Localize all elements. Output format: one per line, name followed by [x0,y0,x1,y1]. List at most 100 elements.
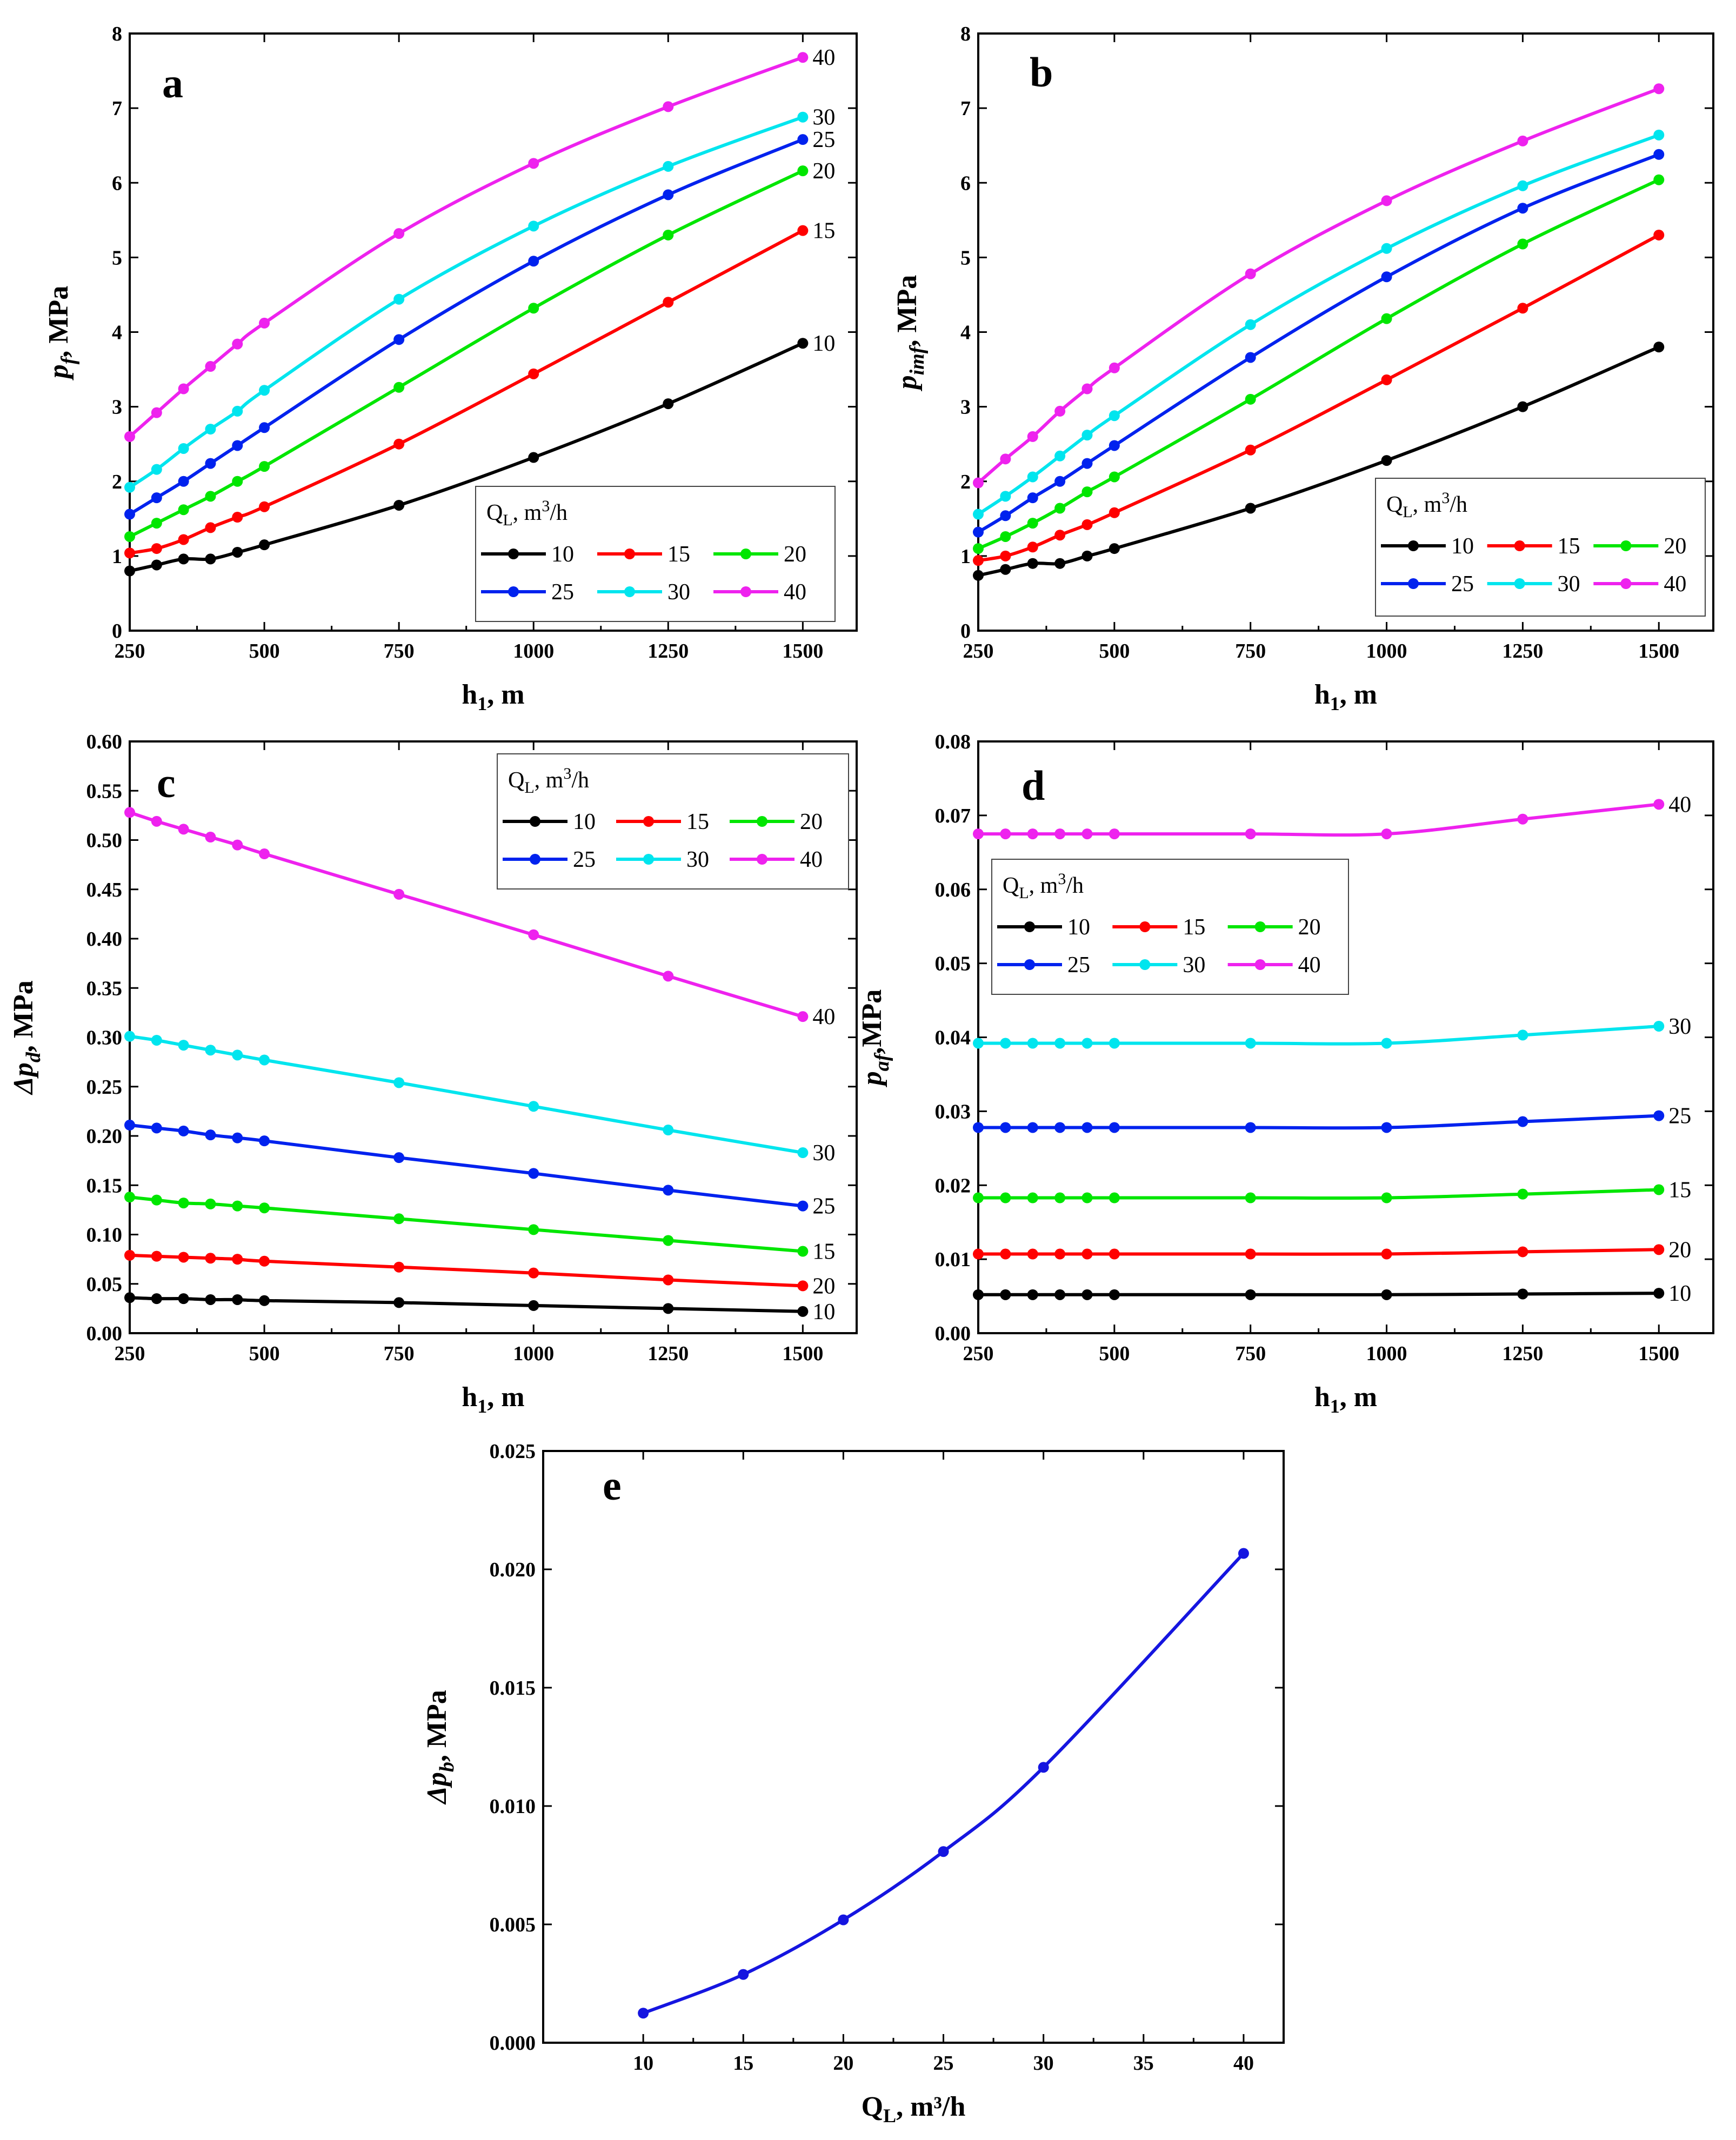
data-point [393,1213,405,1225]
y-tick-label: 0.01 [935,1248,971,1271]
data-point [1653,149,1665,160]
data-point [178,476,189,487]
data-point [638,2008,649,2019]
data-point [797,165,809,177]
series-end-label: 30 [1668,1014,1691,1039]
data-point [1245,444,1256,456]
data-point [1245,393,1256,405]
data-point [232,405,243,417]
data-point [1245,1192,1256,1203]
x-tick-label: 10 [633,2052,653,2075]
data-point [663,1185,674,1196]
series-end-label: 40 [812,45,835,70]
data-point [259,539,270,551]
y-axis-label: Δpb, MPa [422,1690,458,1804]
data-point [1054,828,1066,840]
data-point [259,385,270,396]
data-point [1000,510,1011,521]
legend-label: 25 [573,847,596,872]
data-point [393,1077,405,1088]
legend-label: 15 [1558,534,1580,559]
data-point [205,491,216,502]
legend-marker [757,816,767,827]
data-point [528,158,539,169]
x-tick-label: 750 [1235,640,1266,663]
data-point [1245,268,1256,279]
data-point [232,440,243,451]
data-point [1000,453,1011,465]
legend-marker [757,854,767,865]
data-point [1109,1248,1120,1260]
y-tick-label: 5 [960,246,971,269]
data-point [797,1306,809,1317]
data-point [393,1261,405,1273]
data-point [973,1122,984,1133]
series-line-15 [978,1248,1659,1256]
data-point [178,824,189,835]
data-point [528,1101,539,1112]
data-point [1653,1244,1665,1255]
data-point [1054,476,1066,487]
data-point [738,1969,749,1980]
data-point [973,570,984,581]
series-end-label: 30 [812,105,835,130]
data-point [1081,1038,1093,1049]
data-point [1381,455,1392,466]
data-point [1517,303,1528,314]
data-point [1000,531,1011,542]
data-point [1653,83,1665,95]
data-point [124,565,135,577]
x-tick-label: 1000 [1366,1342,1407,1365]
data-point [797,1011,809,1022]
data-point [1653,799,1665,810]
legend-marker [1514,578,1525,589]
data-point [663,1125,674,1136]
legend-label: 15 [667,542,690,567]
data-point [232,338,243,350]
x-axis-label: h1, m [462,679,524,714]
y-tick-label: 0.50 [86,830,123,852]
series-line-10 [129,1296,803,1313]
y-tick-label: 0.010 [490,1795,536,1818]
data-point [797,1200,809,1212]
data-point [528,303,539,314]
data-point [151,815,162,827]
legend-label: 10 [1451,534,1474,559]
y-axis-label: Δpd, MPa [8,980,45,1095]
data-point [205,1129,216,1141]
legend-title: QL, m3/h [486,497,567,529]
x-tick-label: 20 [833,2052,853,2075]
x-tick-label: 1000 [1366,640,1407,663]
legend-label: 20 [800,810,823,834]
data-point [1381,1122,1392,1133]
data-point [393,1297,405,1308]
y-axis-label: pimf, MPa [892,275,929,392]
data-point [1109,471,1120,483]
data-point [528,1267,539,1279]
series-end-label: 30 [812,1141,835,1166]
legend-label: 25 [551,580,574,605]
data-point [1000,564,1011,575]
data-point [1081,1248,1093,1260]
series-end-label: 20 [1668,1238,1691,1262]
data-point [973,828,984,840]
data-point [973,477,984,489]
x-tick-label: 250 [963,1342,994,1365]
data-point [1109,410,1120,422]
data-point [1081,550,1093,561]
x-tick-label: 500 [249,640,280,663]
data-point [1038,1762,1049,1773]
data-point [663,160,674,172]
legend-label: 10 [551,542,574,567]
y-axis-label: paf,MPa [857,989,893,1088]
data-point [1109,507,1120,518]
legend-title: QL, m3/h [1386,489,1467,521]
y-tick-label: 4 [960,322,971,344]
data-point [232,546,243,558]
data-point [124,509,135,520]
data-point [973,543,984,554]
data-point [1027,1192,1038,1203]
data-point [1517,203,1528,214]
data-point [797,1147,809,1159]
panel-letter: d [1021,762,1045,809]
